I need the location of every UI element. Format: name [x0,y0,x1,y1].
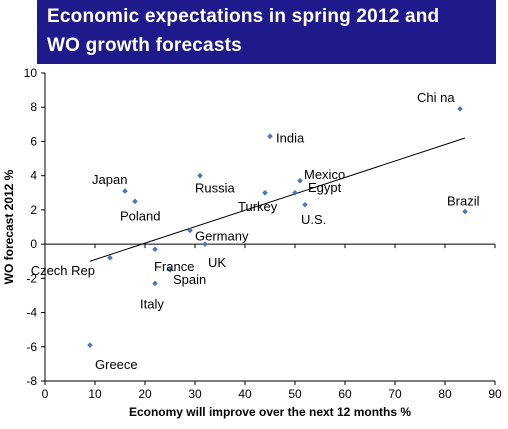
x-tick-label: 10 [88,387,102,401]
x-tick-label: 70 [388,387,402,401]
data-point-label: U.S. [301,212,326,227]
data-point-label: Poland [120,208,160,223]
y-tick-label: -8 [26,374,37,388]
x-tick-label: 40 [238,387,252,401]
data-point-label: India [276,130,305,145]
data-point-label: Mexico [304,167,345,182]
data-point-marker [132,198,138,205]
chart-title-banner: Economic expectations in spring 2012 and… [37,0,496,64]
data-point-marker [187,227,193,234]
data-point-marker [202,241,208,247]
data-point-label: Russia [195,181,236,196]
data-points [87,106,468,348]
data-point-label: Brazil [447,194,480,209]
y-tick-label: -2 [26,271,37,285]
data-point-label: UK [208,255,226,270]
data-point-marker [122,188,128,194]
data-point-marker [107,255,113,261]
data-point-marker [457,106,463,112]
y-tick-label: -4 [26,306,37,320]
x-tick-label: 50 [288,387,302,401]
data-point-label: Chi na [417,90,455,105]
data-point-marker [167,266,173,273]
data-point-marker [462,208,468,215]
trendline-group [89,137,466,262]
data-point-marker [152,280,158,287]
chart-axes [44,73,495,382]
y-tick-label: -6 [26,340,37,354]
trendline [89,137,466,262]
data-point-label: Czech Rep [31,263,95,278]
data-point-marker [152,246,158,253]
y-tick-label: 8 [30,100,37,114]
chart-ticks: -8 -6 -4 -2 0 2 4 6 8 10 0 10 20 30 40 50 60 70 80 90 [24,66,502,401]
y-axis-label: WO forecast 2012 % [2,169,16,284]
y-tick-label: 0 [30,237,37,251]
data-point-label: Japan [92,172,127,187]
y-tick-label: 2 [30,203,37,217]
x-tick-label: 0 [42,387,49,401]
y-tick-label: 6 [30,134,37,148]
data-point-marker [267,133,273,140]
data-point-marker [197,172,203,179]
x-axis-label: Economy will improve over the next 12 mo… [129,405,411,419]
data-point-marker [262,189,268,196]
x-tick-label: 20 [138,387,152,401]
data-point-label: Turkey [238,199,278,214]
data-point-label: France [154,259,194,274]
data-point-label: Greece [95,357,138,372]
x-tick-label: 60 [338,387,352,401]
y-tick-label: 4 [30,169,37,183]
y-tick-label: 10 [24,66,38,80]
data-point-marker [87,342,93,348]
chart-title-line-1: Economic expectations in spring 2012 and [47,6,440,27]
data-point-label: Spain [173,272,206,287]
data-point-label: Germany [195,228,249,243]
x-tick-label: 90 [488,387,502,401]
data-point-label: Egypt [308,180,342,195]
data-point-marker [297,178,303,184]
data-point-label: Italy [140,296,164,311]
data-point-marker [302,201,308,208]
x-tick-label: 30 [188,387,202,401]
chart-title-line-2: WO growth forecasts [47,35,242,56]
x-tick-label: 80 [438,387,452,401]
data-point-marker [292,189,298,196]
